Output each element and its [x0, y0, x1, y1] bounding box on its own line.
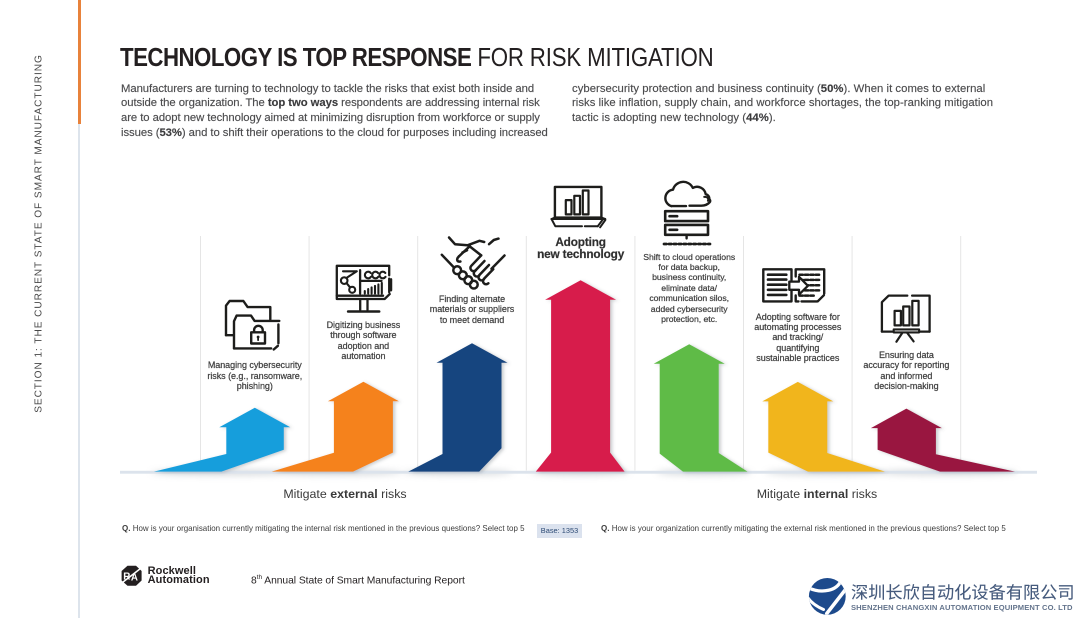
svg-text:R: R [123, 572, 130, 583]
svg-text:A: A [131, 572, 138, 583]
